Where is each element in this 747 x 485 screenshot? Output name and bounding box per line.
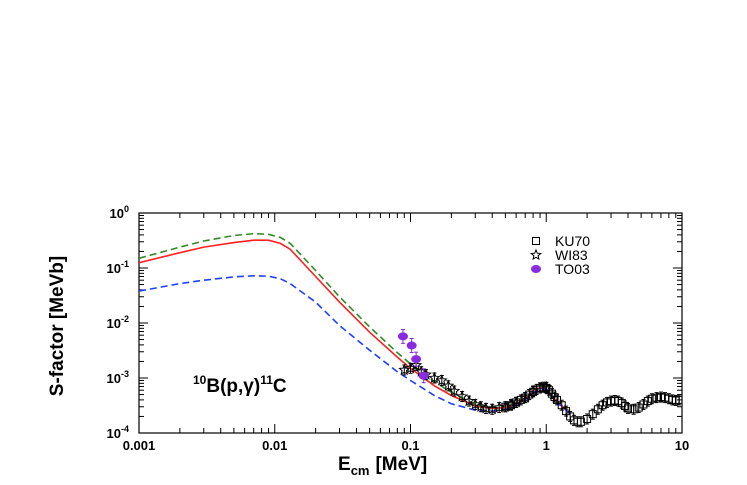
y-tick-label: 10-2 [107, 314, 129, 331]
x-axis-title-unit: [MeV] [375, 454, 427, 475]
y-tick-exp: -4 [121, 424, 129, 434]
data-point-ku70 [602, 398, 611, 407]
data-point-to03 [411, 355, 422, 364]
y-axis-title: S-factor [MeVb] [47, 256, 68, 396]
data-point-wi83 [474, 400, 487, 412]
annot-el1: B(p, [206, 376, 243, 397]
data-point-to03 [406, 341, 417, 350]
data-point-ku70 [652, 393, 661, 402]
data-point-wi83 [448, 384, 461, 397]
data-point-wi83 [435, 374, 448, 386]
y-tick-exp: -3 [121, 369, 129, 379]
y-tick-base: 10 [107, 426, 121, 441]
data-point-wi83 [428, 371, 441, 384]
data-point-ku70 [557, 401, 566, 410]
reaction-annotation: 10B(p,γ)11C [193, 373, 287, 397]
x-tick-label: 10 [675, 438, 689, 453]
data-point-wi83 [469, 398, 482, 410]
data-point-wi83 [480, 402, 493, 414]
data-point-to03 [397, 332, 408, 341]
y-tick-base: 10 [107, 261, 121, 276]
x-tick-label: 0.01 [262, 438, 287, 453]
data-point-to03 [418, 371, 429, 380]
plot-frame [138, 212, 683, 434]
y-tick-label: 10-4 [107, 424, 129, 441]
data-point-ku70 [550, 393, 559, 402]
y-tick-exp: -2 [121, 314, 129, 324]
curve-line-3 [139, 274, 571, 415]
annot-sup1: 10 [193, 373, 207, 387]
data-point-ku70 [583, 414, 592, 423]
y-tick-exp: -1 [121, 259, 129, 269]
data-point-wi83 [540, 380, 553, 393]
data-point-ku70 [598, 401, 607, 410]
annot-sup2: 11 [260, 373, 273, 387]
data-point-ku70 [643, 397, 652, 406]
x-axis-title-sub: cm [351, 463, 370, 478]
x-tick-label: 0.001 [123, 438, 156, 453]
y-tick-base: 10 [107, 316, 121, 331]
plot-data [139, 232, 682, 428]
legend-marker-to03 [531, 265, 541, 273]
annot-el2: C [273, 376, 287, 397]
y-tick-exp: 0 [124, 204, 129, 214]
data-point-ku70 [593, 405, 602, 414]
legend-label-wi83: WI83 [555, 247, 588, 263]
x-tick-label: 0.1 [401, 438, 419, 453]
annot-greek: γ [243, 376, 254, 397]
y-tick-base: 10 [107, 371, 121, 386]
data-point-wi83 [534, 381, 547, 394]
data-point-wi83 [519, 391, 532, 403]
legend-marker-wi83 [529, 248, 543, 261]
data-point-wi83 [527, 384, 540, 397]
legend-label-to03: TO03 [555, 261, 590, 277]
data-point-wi83 [442, 379, 455, 391]
data-point-wi83 [463, 394, 476, 407]
data-point-wi83 [504, 398, 518, 410]
data-point-ku70 [674, 395, 682, 404]
y-tick-base: 10 [110, 206, 124, 221]
y-tick-label: 10-3 [107, 369, 129, 386]
data-point-ku70 [623, 404, 632, 413]
data-point-wi83 [510, 396, 523, 408]
curve-line-2 [139, 239, 571, 414]
data-point-wi83 [456, 390, 469, 402]
data-point-wi83 [493, 401, 506, 413]
legend-marker-ku70 [532, 237, 540, 245]
data-point-ku70 [629, 405, 638, 414]
data-point-wi83 [410, 358, 423, 371]
annot-close: ) [254, 376, 260, 397]
legend-label-ku70: KU70 [555, 233, 590, 249]
x-axis-title-main: E [338, 454, 351, 475]
x-tick-label: 1 [543, 438, 550, 453]
data-point-ku70 [576, 417, 585, 426]
x-axis-title: Ecm [MeV] [338, 454, 427, 478]
y-tick-label: 10-1 [107, 259, 129, 276]
y-tick-label: 100 [110, 204, 129, 221]
data-point-ku70 [647, 394, 656, 403]
data-point-ku70 [656, 393, 665, 402]
